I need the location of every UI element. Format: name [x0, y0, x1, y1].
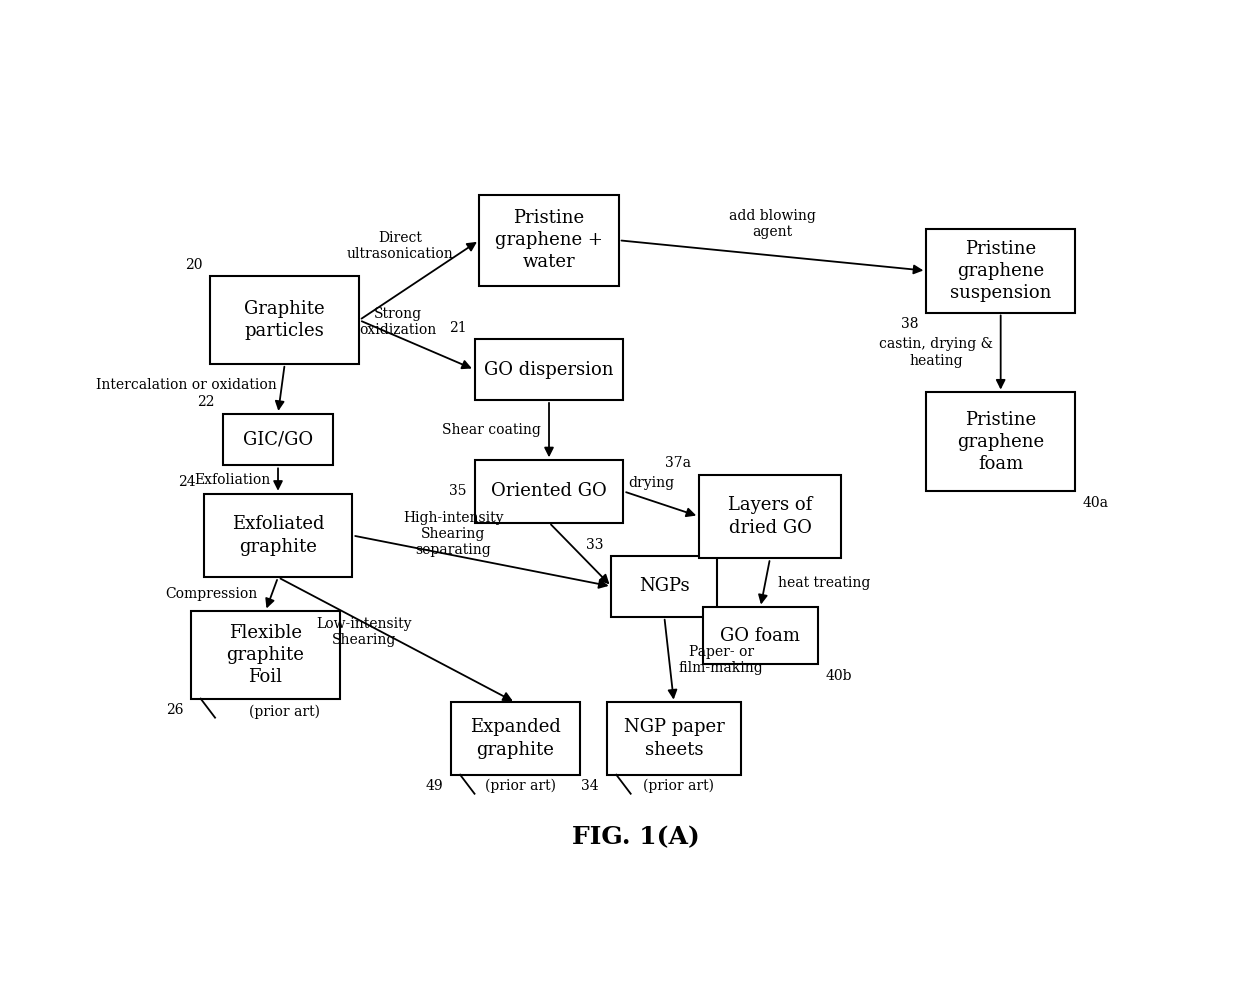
Text: GIC/GO: GIC/GO: [243, 431, 312, 449]
FancyBboxPatch shape: [611, 556, 717, 617]
Text: Pristine
graphene +
water: Pristine graphene + water: [495, 209, 603, 272]
Text: Shear coating: Shear coating: [443, 423, 542, 437]
Text: 49: 49: [425, 780, 443, 793]
Text: Oriented GO: Oriented GO: [491, 482, 606, 500]
Text: GO dispersion: GO dispersion: [485, 361, 614, 378]
Text: Direct
ultrasonication: Direct ultrasonication: [347, 231, 454, 261]
Text: Graphite
particles: Graphite particles: [244, 300, 325, 340]
FancyBboxPatch shape: [475, 339, 624, 400]
FancyBboxPatch shape: [703, 608, 818, 664]
Text: 40a: 40a: [1083, 496, 1109, 510]
Text: 22: 22: [197, 395, 215, 409]
FancyBboxPatch shape: [480, 195, 619, 286]
Text: 24: 24: [179, 475, 196, 489]
Text: Intercalation or oxidation: Intercalation or oxidation: [97, 378, 277, 392]
Text: Layers of
dried GO: Layers of dried GO: [728, 496, 812, 536]
Text: Pristine
graphene
foam: Pristine graphene foam: [957, 411, 1044, 473]
FancyBboxPatch shape: [606, 702, 742, 775]
Text: GO foam: GO foam: [720, 626, 801, 645]
Text: heat treating: heat treating: [777, 576, 870, 590]
Text: 26: 26: [166, 703, 184, 717]
FancyBboxPatch shape: [475, 460, 624, 523]
Text: 34: 34: [582, 780, 599, 793]
Text: 37a: 37a: [665, 456, 691, 470]
Text: NGP paper
sheets: NGP paper sheets: [624, 718, 724, 759]
Text: Exfoliation: Exfoliation: [195, 472, 270, 486]
Text: (prior art): (prior art): [644, 779, 714, 793]
FancyBboxPatch shape: [203, 494, 352, 577]
FancyBboxPatch shape: [450, 702, 580, 775]
Text: 40b: 40b: [826, 669, 852, 683]
Text: 38: 38: [901, 317, 919, 331]
FancyBboxPatch shape: [191, 612, 340, 699]
Text: 21: 21: [449, 321, 466, 335]
Text: 33: 33: [587, 537, 604, 551]
Text: High-intensity
Shearing
separating: High-intensity Shearing separating: [403, 511, 503, 557]
Text: Compression: Compression: [166, 587, 258, 602]
Text: Pristine
graphene
suspension: Pristine graphene suspension: [950, 239, 1052, 302]
Text: Paper- or
film-making: Paper- or film-making: [678, 644, 764, 675]
FancyBboxPatch shape: [223, 414, 334, 465]
Text: (prior art): (prior art): [485, 779, 556, 793]
Text: Exfoliated
graphite: Exfoliated graphite: [232, 516, 324, 555]
FancyBboxPatch shape: [926, 392, 1075, 491]
FancyBboxPatch shape: [926, 229, 1075, 312]
Text: castin, drying &
heating: castin, drying & heating: [879, 337, 993, 368]
Text: FIG. 1(A): FIG. 1(A): [572, 826, 699, 850]
FancyBboxPatch shape: [699, 474, 841, 558]
Text: add blowing
agent: add blowing agent: [729, 208, 816, 239]
Text: 35: 35: [449, 484, 466, 498]
Text: 20: 20: [185, 258, 202, 272]
Text: Low-intensity
Shearing: Low-intensity Shearing: [316, 618, 412, 647]
FancyBboxPatch shape: [211, 277, 360, 364]
Text: Strong
oxidization: Strong oxidization: [360, 307, 436, 337]
Text: drying: drying: [629, 476, 675, 490]
Text: Expanded
graphite: Expanded graphite: [470, 718, 560, 759]
Text: NGPs: NGPs: [639, 577, 689, 596]
Text: (prior art): (prior art): [249, 704, 320, 719]
Text: Flexible
graphite
Foil: Flexible graphite Foil: [227, 623, 305, 686]
